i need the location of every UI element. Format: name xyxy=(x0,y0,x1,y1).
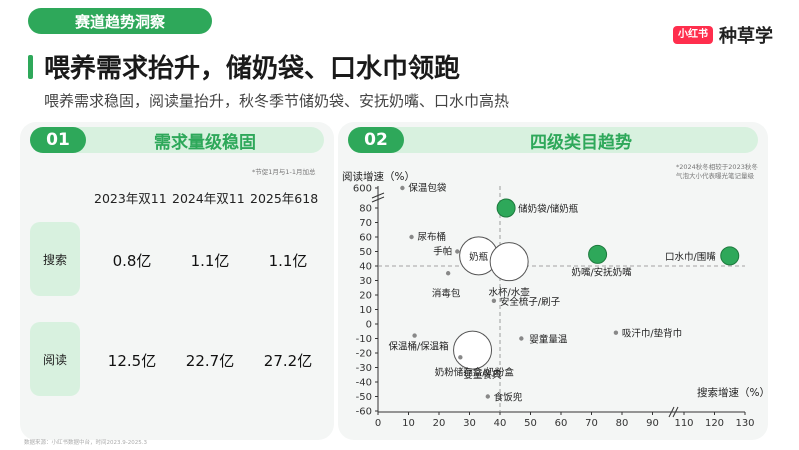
bubble-point xyxy=(720,246,740,266)
table-cell: 1.1亿 xyxy=(190,252,230,270)
bubble-point xyxy=(445,271,451,276)
row-label-read: 阅读 xyxy=(30,322,80,396)
table-cell: 27.2亿 xyxy=(263,352,313,370)
x-tick-label: 130 xyxy=(735,418,754,429)
y-tick-label: 50 xyxy=(359,247,372,258)
trend-panel: 02 四级类目趋势 xyxy=(338,122,768,440)
bubble-point xyxy=(455,249,460,254)
bubble-point xyxy=(412,333,417,338)
table-cell: 22.7亿 xyxy=(185,352,235,370)
y-tick-label: 0 xyxy=(366,320,372,331)
bubble-label: 口水巾/围嘴 xyxy=(665,251,716,263)
data-source: 数据来源：小红书数据中台，时间2023.9-2025.3 xyxy=(24,440,147,446)
brand-logo: 小红书 种草学 xyxy=(673,22,773,48)
row-label-search: 搜索 xyxy=(30,222,80,296)
y-tick-label: 30 xyxy=(359,276,372,287)
bubble-point xyxy=(453,330,493,370)
y-axis-title: 阅读增速（%） xyxy=(342,170,415,183)
x-tick-label: 40 xyxy=(494,418,507,429)
trend-note-1: *2024秋冬相较于2023秋冬 xyxy=(676,163,758,171)
bubble-label: 奶嘴/安抚奶嘴 xyxy=(571,266,632,278)
x-tick-label: 120 xyxy=(705,418,724,429)
bubble-label: 婴童量温 xyxy=(529,334,568,346)
x-tick-label: 110 xyxy=(674,418,693,429)
y-tick-label: -30 xyxy=(356,363,372,374)
bubble-label: 水杯/水壶 xyxy=(489,287,531,299)
y-tick-label: -50 xyxy=(356,392,372,403)
x-tick-label: 30 xyxy=(463,418,476,429)
y-axis-break xyxy=(371,192,385,203)
y-tick-label: 10 xyxy=(359,305,372,316)
y-tick-label: 40 xyxy=(359,262,372,273)
bubble-label: 吸汗巾/垫背巾 xyxy=(622,328,682,340)
page-subtitle: 喂养需求稳固，阅读量抬升，秋冬季节储奶袋、安抚奶嘴、口水巾高热 xyxy=(44,92,510,110)
y-tick-label: 60 xyxy=(359,233,372,244)
y-tick-label: -60 xyxy=(356,407,372,418)
bubble-point xyxy=(485,394,490,399)
panel-title: 需求量级稳固 xyxy=(154,132,256,153)
bubble-label: 尿布桶 xyxy=(418,231,447,243)
x-tick-label: 90 xyxy=(646,418,659,429)
column-header: 2025年618 xyxy=(250,191,319,206)
y-tick-label: 20 xyxy=(359,291,372,302)
y-tick-label: 600 xyxy=(353,184,372,195)
bubble-point xyxy=(491,298,497,303)
bubble-point xyxy=(409,234,414,240)
section-tag: 赛道趋势洞察 xyxy=(28,8,212,34)
bubble-label: 食饭兜 xyxy=(494,392,523,404)
table-cell: 12.5亿 xyxy=(107,352,157,370)
table-cell: 0.8亿 xyxy=(112,252,152,270)
trend-panel-header: 02 四级类目趋势 xyxy=(348,127,758,153)
bubble-point xyxy=(489,242,529,282)
panel-title: 四级类目趋势 xyxy=(530,132,632,153)
bubble-point xyxy=(496,198,516,218)
bubble-label: 手帕 xyxy=(433,246,452,258)
y-tick-label: -20 xyxy=(356,349,372,360)
bubble-label: 奶粉储存盒/奶粉盒 xyxy=(435,366,515,378)
bubble-point xyxy=(588,244,608,264)
column-header: 2024年双11 xyxy=(172,191,245,206)
bubble-label: 保温包袋 xyxy=(408,182,447,194)
bubble-point xyxy=(613,330,619,335)
bubble-point xyxy=(519,336,524,341)
table-cell: 1.1亿 xyxy=(268,252,308,270)
bubble-label: 保温桶/保温箱 xyxy=(388,341,448,353)
y-tick-label: -40 xyxy=(356,378,372,389)
headline-accent-bar xyxy=(28,55,33,79)
bubble-point xyxy=(458,355,463,360)
y-tick-label: 70 xyxy=(359,218,372,229)
bubble-point xyxy=(400,185,405,191)
brand-badge: 小红书 xyxy=(673,26,713,44)
brand-name: 种草学 xyxy=(719,26,773,47)
y-tick-label: 80 xyxy=(359,204,372,215)
y-tick-label: -10 xyxy=(356,334,372,345)
x-tick-label: 10 xyxy=(402,418,415,429)
x-tick-label: 20 xyxy=(433,418,446,429)
x-axis-title: 搜索增速（%） xyxy=(697,386,770,399)
column-header: 2023年双11 xyxy=(94,191,167,206)
trend-note-2: 气泡大小代表曝光笔记量级 xyxy=(676,172,754,180)
bubble-label: 婴童餐具 xyxy=(464,369,503,381)
page-title: 喂养需求抬升，储奶袋、口水巾领跑 xyxy=(44,54,461,84)
panel-number: 02 xyxy=(348,127,404,153)
bubble-label: 储奶袋/储奶瓶 xyxy=(518,203,579,215)
bubble-label: 安全梳子/刷子 xyxy=(500,296,561,308)
bubble-label: 奶瓶 xyxy=(469,251,489,263)
x-tick-label: 0 xyxy=(375,418,381,429)
x-tick-label: 70 xyxy=(585,418,598,429)
x-tick-label: 80 xyxy=(616,418,629,429)
panel-number: 01 xyxy=(30,127,86,153)
x-axis-break xyxy=(668,406,679,418)
demand-panel-header: 01 需求量级稳固 xyxy=(30,127,324,153)
demand-footnote: *节促1月与1-1月加总 xyxy=(252,168,316,176)
x-tick-label: 60 xyxy=(555,418,568,429)
x-tick-label: 50 xyxy=(524,418,537,429)
bubble-label: 消毒包 xyxy=(432,287,461,299)
